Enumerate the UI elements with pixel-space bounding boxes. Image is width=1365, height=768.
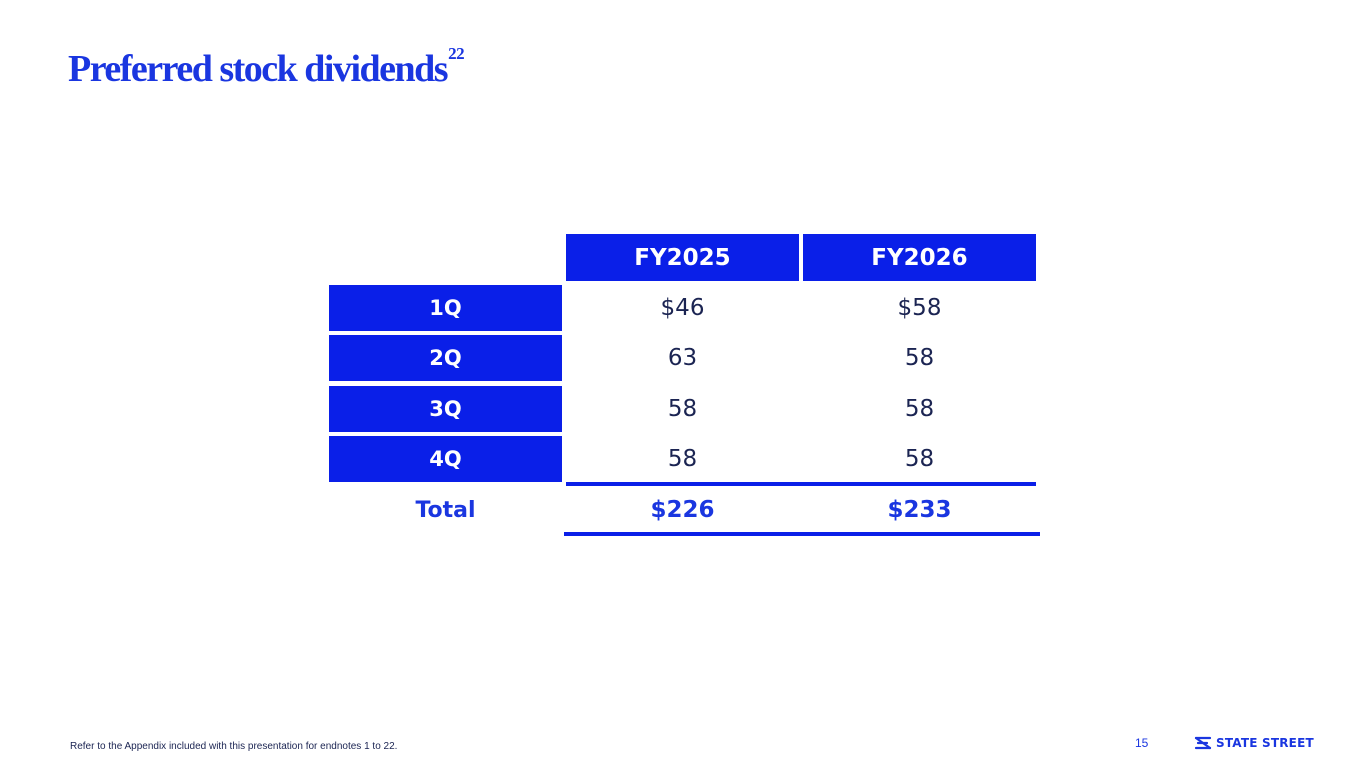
state-street-logo-icon [1194, 736, 1212, 750]
logo-text: STATE STREET [1216, 736, 1314, 750]
title-text: Preferred stock dividends [68, 48, 449, 90]
total-fy2025: $226 [650, 497, 715, 523]
row-header-3q: 3Q [329, 386, 562, 432]
page-number: 15 [1135, 736, 1149, 750]
total-fy2026: $233 [887, 497, 952, 523]
table-cell: 58 [667, 446, 698, 472]
title-endnote-ref: 22 [448, 44, 465, 63]
table-cell: $46 [660, 295, 705, 321]
table-cell: 63 [667, 345, 698, 371]
table-cell: 58 [904, 396, 935, 422]
total-label: Total [415, 497, 476, 523]
table-cell: $58 [897, 295, 942, 321]
row-header-4q: 4Q [329, 436, 562, 482]
table-cell: 58 [667, 396, 698, 422]
column-header-fy2025: FY2025 [566, 234, 799, 281]
table-cell: 58 [904, 345, 935, 371]
state-street-logo: STATE STREET [1194, 735, 1314, 751]
total-top-rule [566, 482, 1036, 486]
table-cell: 58 [904, 446, 935, 472]
endnote-reference: Refer to the Appendix included with this… [70, 741, 398, 752]
row-header-2q: 2Q [329, 335, 562, 381]
column-header-fy2026: FY2026 [803, 234, 1036, 281]
total-bottom-rule [564, 532, 1040, 536]
page-title: Preferred stock dividends22 [68, 44, 465, 91]
row-header-1q: 1Q [329, 285, 562, 331]
